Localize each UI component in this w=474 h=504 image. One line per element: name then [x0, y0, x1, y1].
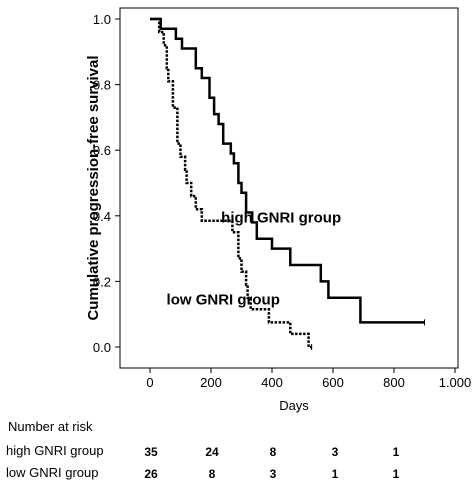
risk-value-high-1: 24	[205, 445, 219, 459]
x-tick-label-0: 0	[146, 375, 153, 390]
y-tick-label-4: 0.8	[93, 78, 111, 93]
risk-value-low-3: 1	[331, 467, 339, 481]
y-axis-label: Cumulative progression-free survival	[85, 55, 102, 320]
x-tick-label-2: 400	[261, 375, 283, 390]
risk-row-label-low: low GNRI group	[6, 465, 99, 480]
risk-value-low-1: 8	[208, 467, 216, 481]
high-gnri-curve	[150, 17, 425, 324]
y-tick-label-5: 1.0	[93, 12, 111, 27]
y-tick-label-2: 0.4	[93, 209, 111, 224]
risk-value-high-4: 1	[392, 445, 400, 459]
risk-value-high-3: 3	[331, 445, 339, 459]
risk-value-low-4: 1	[392, 467, 400, 481]
annotation-high-gnri: high GNRI group	[221, 209, 341, 226]
y-tick-label-3: 0.6	[93, 143, 111, 158]
risk-value-low-0: 26	[144, 467, 158, 481]
x-tick-label-4: 800	[383, 375, 405, 390]
risk-value-low-2: 3	[269, 467, 277, 481]
low-gnri-curve	[150, 17, 312, 349]
risk-value-high-2: 8	[269, 445, 277, 459]
y-tick-label-1: 0.2	[93, 274, 111, 289]
plot-frame	[119, 7, 459, 369]
risk-table-title: Number at risk	[8, 419, 93, 434]
annotation-low-gnri: low GNRI group	[167, 291, 280, 308]
y-tick-label-0: 0.0	[93, 340, 111, 355]
risk-value-high-0: 35	[144, 445, 158, 459]
x-tick-label-5: 1.000	[439, 375, 472, 390]
risk-row-label-high: high GNRI group	[6, 443, 104, 458]
x-axis-label: Days	[279, 398, 309, 413]
x-tick-label-1: 200	[200, 375, 222, 390]
x-tick-label-3: 600	[322, 375, 344, 390]
